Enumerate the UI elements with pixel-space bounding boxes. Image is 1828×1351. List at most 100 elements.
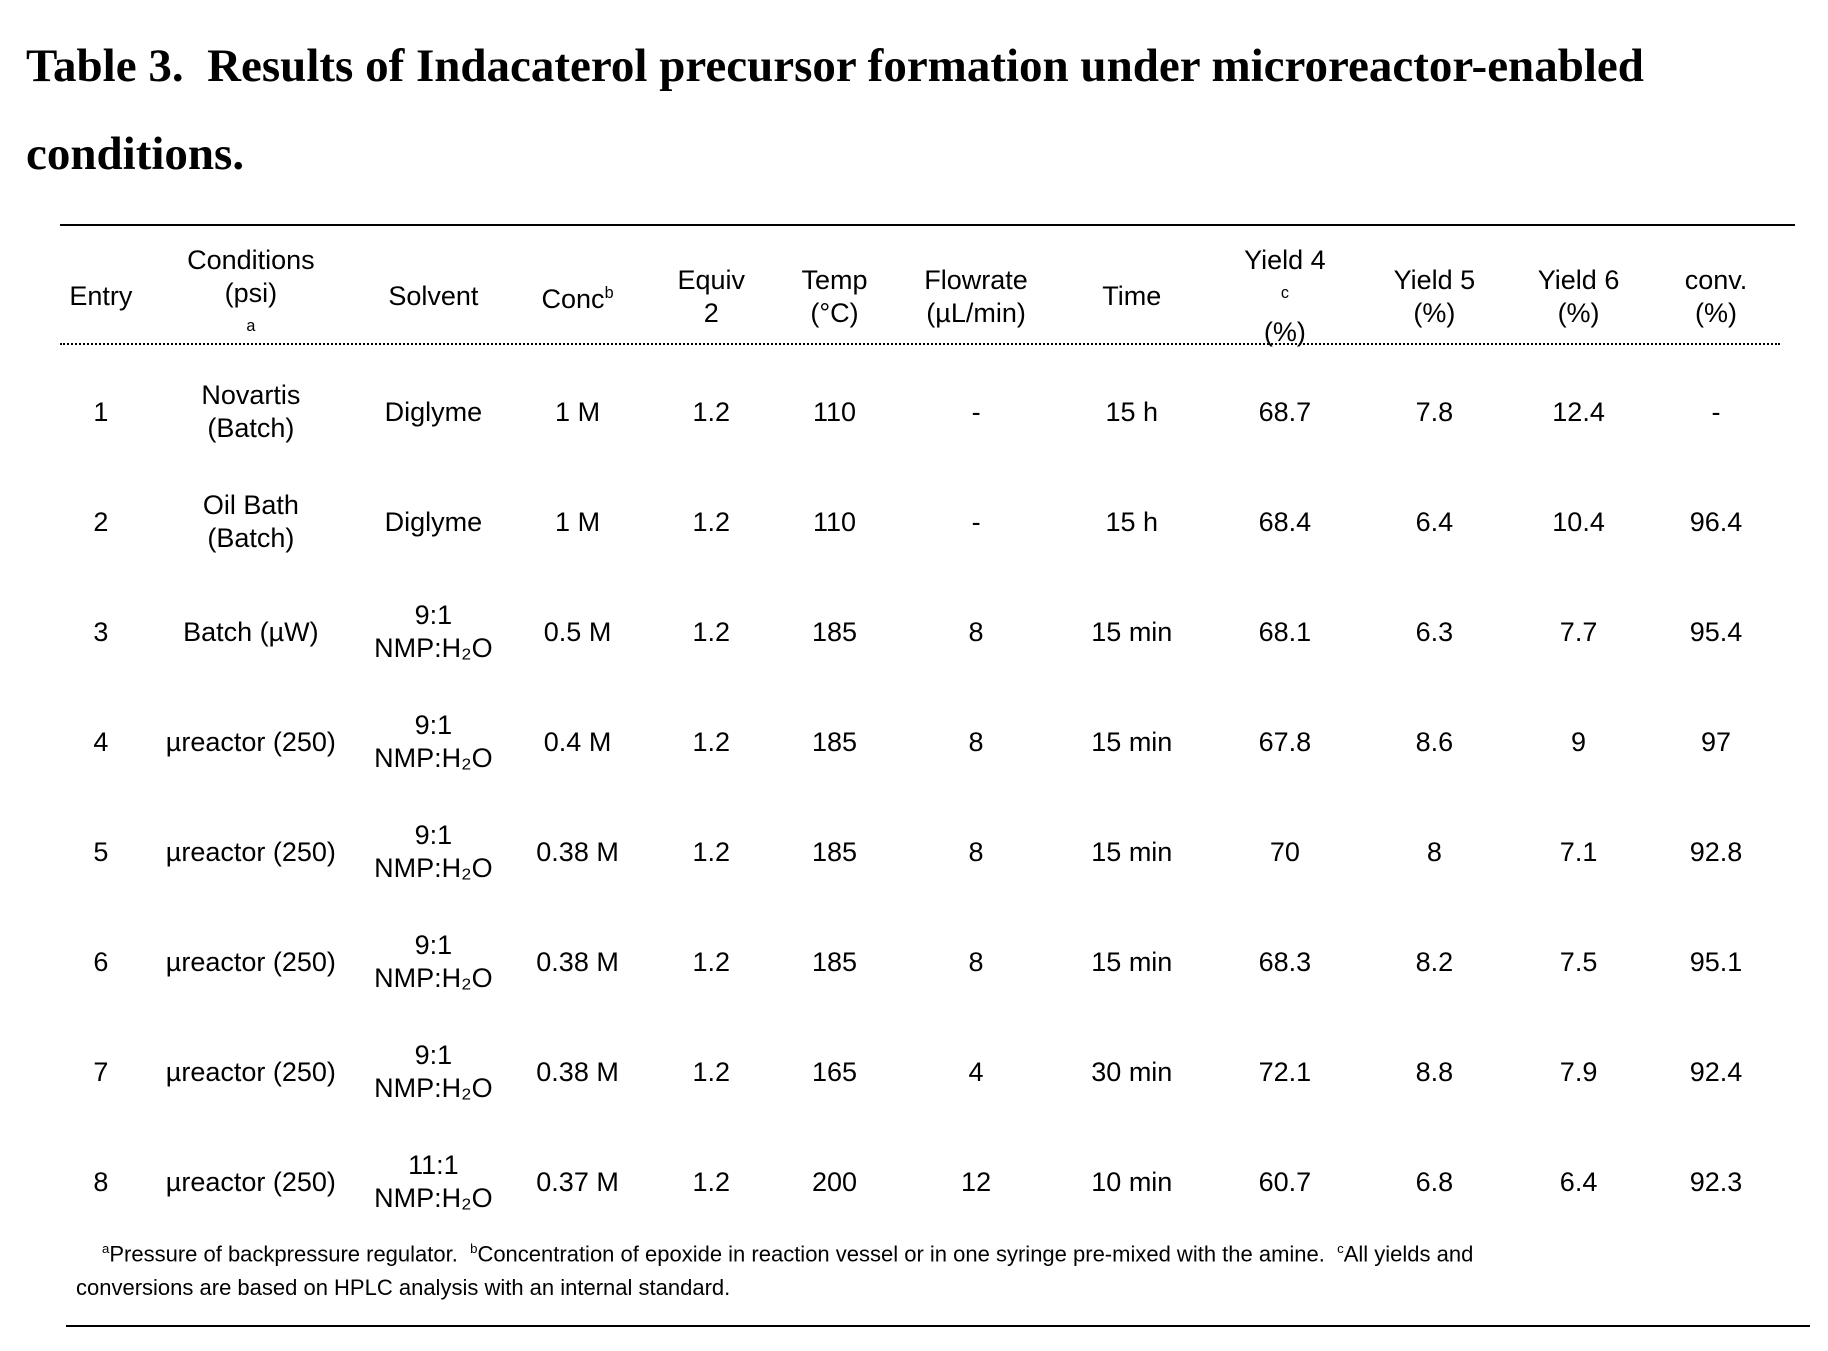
cell-solvent: 11:1NMP:H₂O [360, 1127, 507, 1237]
cell-time: 30 min [1057, 1017, 1206, 1127]
cell-conv: 92.3 [1652, 1127, 1780, 1237]
cell-yield5: 8.8 [1364, 1017, 1506, 1127]
cell-conc: 0.38 M [507, 1017, 649, 1127]
cell-equiv: 1.2 [648, 907, 774, 1017]
results-table: Entry Conditions (psi)a Solvent Concb Eq… [60, 244, 1780, 1237]
table-caption: Table 3. Results of Indacaterol precurso… [26, 22, 1806, 198]
cell-solvent: Diglyme [360, 349, 507, 467]
cell-time: 15 h [1057, 349, 1206, 467]
cell-conditions: µreactor (250) [142, 797, 360, 907]
cell-entry: 4 [60, 687, 142, 797]
cell-yield5: 7.8 [1364, 349, 1506, 467]
cell-flowrate: 12 [895, 1127, 1058, 1237]
cell-yield5: 6.3 [1364, 577, 1506, 687]
cell-yield5: 8.6 [1364, 687, 1506, 797]
cell-time: 15 min [1057, 797, 1206, 907]
cell-conc: 0.4 M [507, 687, 649, 797]
cell-flowrate: - [895, 467, 1058, 577]
table-body: 1Novartis(Batch)Diglyme1 M1.2110-15 h68.… [60, 349, 1780, 1237]
cell-yield4: 68.3 [1206, 907, 1363, 1017]
footnotes: aPressure of backpressure regulator. bCo… [76, 1232, 1776, 1305]
footnote-c-part2: conversions are based on HPLC analysis w… [76, 1275, 730, 1300]
table-row: 5µreactor (250)9:1NMP:H₂O0.38 M1.2185815… [60, 797, 1780, 907]
cell-conc: 0.38 M [507, 797, 649, 907]
cell-equiv: 1.2 [648, 687, 774, 797]
cell-yield6: 7.1 [1505, 797, 1652, 907]
cell-entry: 3 [60, 577, 142, 687]
top-rule [60, 224, 1795, 226]
cell-entry: 6 [60, 907, 142, 1017]
cell-equiv: 1.2 [648, 1017, 774, 1127]
table-row: 1Novartis(Batch)Diglyme1 M1.2110-15 h68.… [60, 349, 1780, 467]
cell-conv: 95.4 [1652, 577, 1780, 687]
cell-time: 10 min [1057, 1127, 1206, 1237]
cell-conc: 1 M [507, 349, 649, 467]
cell-temp: 200 [774, 1127, 895, 1237]
footnote-c-part1: All yields and [1344, 1241, 1474, 1266]
cell-conv: 96.4 [1652, 467, 1780, 577]
cell-conv: 92.8 [1652, 797, 1780, 907]
cell-yield4: 68.7 [1206, 349, 1363, 467]
cell-yield6: 7.7 [1505, 577, 1652, 687]
cell-conditions: µreactor (250) [142, 1127, 360, 1237]
cell-yield6: 7.9 [1505, 1017, 1652, 1127]
caption-text: Results of Indacaterol precursor formati… [26, 40, 1644, 180]
cell-yield4: 67.8 [1206, 687, 1363, 797]
cell-entry: 5 [60, 797, 142, 907]
cell-yield6: 9 [1505, 687, 1652, 797]
cell-yield5: 8 [1364, 797, 1506, 907]
cell-entry: 8 [60, 1127, 142, 1237]
footnote-a: Pressure of backpressure regulator. [109, 1241, 458, 1266]
cell-time: 15 min [1057, 577, 1206, 687]
table-row: 2Oil Bath(Batch)Diglyme1 M1.2110-15 h68.… [60, 467, 1780, 577]
cell-conditions: Novartis(Batch) [142, 349, 360, 467]
cell-flowrate: 8 [895, 907, 1058, 1017]
header-row: Entry Conditions (psi)a Solvent Concb Eq… [60, 244, 1780, 349]
cell-solvent: 9:1NMP:H₂O [360, 907, 507, 1017]
table-row: 7µreactor (250)9:1NMP:H₂O0.38 M1.2165430… [60, 1017, 1780, 1127]
cell-conv: 92.4 [1652, 1017, 1780, 1127]
cell-yield4: 68.1 [1206, 577, 1363, 687]
table-row: 4µreactor (250)9:1NMP:H₂O0.4 M1.2185815 … [60, 687, 1780, 797]
col-header-entry: Entry [60, 244, 142, 349]
cell-yield6: 6.4 [1505, 1127, 1652, 1237]
col-header-yield5: Yield 5 (%) [1364, 244, 1506, 349]
cell-solvent: 9:1NMP:H₂O [360, 577, 507, 687]
cell-yield5: 8.2 [1364, 907, 1506, 1017]
cell-time: 15 h [1057, 467, 1206, 577]
cell-conv: - [1652, 349, 1780, 467]
cell-equiv: 1.2 [648, 349, 774, 467]
table-row: 6µreactor (250)9:1NMP:H₂O0.38 M1.2185815… [60, 907, 1780, 1017]
cell-equiv: 1.2 [648, 467, 774, 577]
cell-conc: 1 M [507, 467, 649, 577]
cell-temp: 165 [774, 1017, 895, 1127]
cell-flowrate: 8 [895, 687, 1058, 797]
cell-conditions: µreactor (250) [142, 687, 360, 797]
cell-yield4: 68.4 [1206, 467, 1363, 577]
col-header-temp: Temp (°C) [774, 244, 895, 349]
col-header-conditions: Conditions (psi)a [142, 244, 360, 349]
cell-entry: 7 [60, 1017, 142, 1127]
cell-solvent: 9:1NMP:H₂O [360, 1017, 507, 1127]
cell-flowrate: 8 [895, 577, 1058, 687]
cell-entry: 1 [60, 349, 142, 467]
footnote-c-mark: c [1337, 1241, 1344, 1256]
col-header-yield6: Yield 6 (%) [1505, 244, 1652, 349]
cell-yield6: 10.4 [1505, 467, 1652, 577]
cell-solvent: 9:1NMP:H₂O [360, 797, 507, 907]
cell-yield4: 70 [1206, 797, 1363, 907]
cell-temp: 185 [774, 907, 895, 1017]
cell-yield4: 60.7 [1206, 1127, 1363, 1237]
caption-label: Table 3. [26, 40, 184, 92]
cell-time: 15 min [1057, 687, 1206, 797]
col-header-flowrate: Flowrate (µL/min) [895, 244, 1058, 349]
cell-conc: 0.38 M [507, 907, 649, 1017]
col-header-conc: Concb [507, 244, 649, 349]
cell-solvent: Diglyme [360, 467, 507, 577]
cell-conc: 0.37 M [507, 1127, 649, 1237]
col-header-yield4: Yield 4c (%) [1206, 244, 1363, 349]
cell-yield5: 6.4 [1364, 467, 1506, 577]
table-row: 3Batch (µW)9:1NMP:H₂O0.5 M1.2185815 min6… [60, 577, 1780, 687]
cell-temp: 110 [774, 467, 895, 577]
cell-temp: 185 [774, 797, 895, 907]
